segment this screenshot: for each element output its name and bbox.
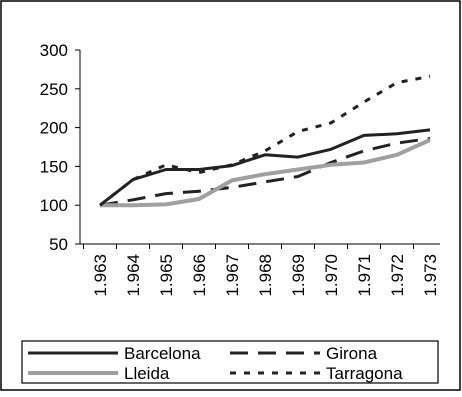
x-tick-label: 1.966 (190, 254, 209, 297)
y-tick-label: 50 (49, 235, 68, 254)
x-tick-label: 1.965 (157, 254, 176, 297)
series-line-barcelona (99, 128, 431, 207)
legend-label-lleida: Lleida (124, 364, 170, 383)
y-tick-label: 300 (40, 41, 68, 60)
x-tick-label: 1.964 (124, 254, 143, 297)
y-tick-label: 150 (40, 157, 68, 176)
x-tick-label: 1.973 (421, 254, 440, 297)
legend-box (21, 340, 439, 384)
series-line-lleida (100, 138, 431, 208)
x-tick-label: 1.963 (91, 254, 110, 297)
legend-label-tarragona: Tarragona (326, 364, 403, 383)
x-tick-label: 1.969 (289, 254, 308, 297)
series-line-girona (99, 137, 431, 207)
x-tick-label: 1.971 (355, 254, 374, 297)
x-tick-label: 1.967 (223, 254, 242, 297)
legend-label-barcelona: Barcelona (124, 344, 201, 363)
legend-label-girona: Girona (326, 344, 378, 363)
y-tick-label: 250 (40, 80, 68, 99)
y-tick-label: 100 (40, 196, 68, 215)
x-tick-label: 1.970 (322, 254, 341, 297)
x-tick-label: 1.968 (256, 254, 275, 297)
y-tick-label: 200 (40, 119, 68, 138)
x-tick-label: 1.972 (388, 254, 407, 297)
